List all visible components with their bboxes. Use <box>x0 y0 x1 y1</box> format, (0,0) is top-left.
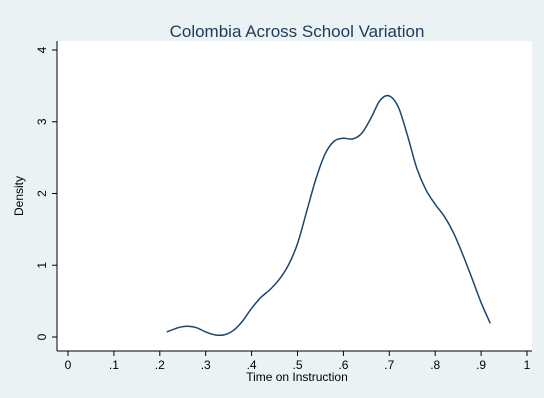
y-tick-label: 2 <box>35 190 49 197</box>
x-axis-title: Time on Instruction <box>246 370 348 384</box>
y-axis-ticks: 0 1 2 3 4 <box>35 46 57 340</box>
x-tick-label: .6 <box>338 358 348 372</box>
y-axis-title: Density <box>12 176 26 216</box>
y-tick-label: 0 <box>35 333 49 340</box>
x-tick-label: .9 <box>476 358 486 372</box>
x-tick-label: .4 <box>247 358 257 372</box>
x-tick-label: .5 <box>292 358 302 372</box>
x-tick-label: .2 <box>155 358 165 372</box>
y-tick-label: 3 <box>35 118 49 125</box>
y-tick-label: 4 <box>35 46 49 53</box>
x-tick-label: .3 <box>201 358 211 372</box>
x-tick-label: 1 <box>524 358 531 372</box>
chart-title: Colombia Across School Variation <box>170 22 425 41</box>
x-axis-ticks: 0 .1 .2 .3 .4 .5 .6 .7 .8 .9 1 <box>65 351 531 372</box>
x-tick-label: .8 <box>430 358 440 372</box>
plot-area <box>57 41 532 351</box>
density-curve <box>166 94 491 337</box>
x-tick-label: .1 <box>109 358 119 372</box>
x-tick-label: 0 <box>65 358 72 372</box>
x-tick-label: .7 <box>384 358 394 372</box>
y-tick-label: 1 <box>35 262 49 269</box>
series-layer <box>166 94 491 337</box>
